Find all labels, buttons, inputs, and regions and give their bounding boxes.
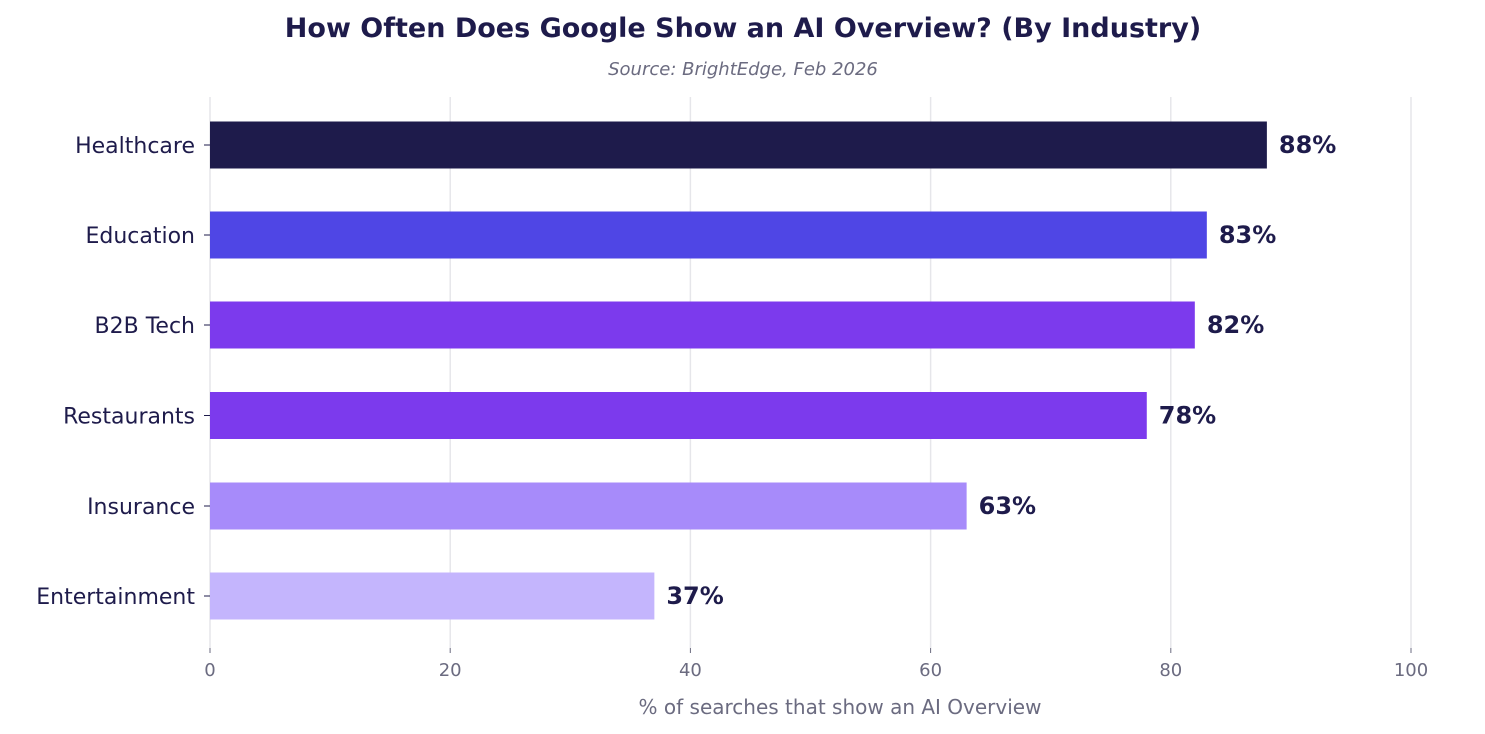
data-label: 37% bbox=[666, 582, 723, 610]
chart-subtitle: Source: BrightEdge, Feb 2026 bbox=[608, 59, 878, 80]
x-tick-label: 100 bbox=[1394, 660, 1428, 681]
data-label: 83% bbox=[1219, 221, 1276, 249]
x-tick-label: 0 bbox=[204, 660, 215, 681]
bar-group: Restaurants 78% bbox=[63, 392, 1216, 439]
category-label: Entertainment bbox=[36, 585, 195, 610]
x-tick-label: 60 bbox=[919, 660, 942, 681]
category-label: Insurance bbox=[87, 495, 195, 520]
category-label: Education bbox=[85, 224, 195, 249]
x-tick-label: 20 bbox=[439, 660, 462, 681]
bar bbox=[210, 392, 1147, 439]
bar-group: Insurance 63% bbox=[87, 482, 1036, 530]
bar bbox=[210, 211, 1207, 259]
bar bbox=[210, 572, 655, 620]
data-label: 88% bbox=[1279, 131, 1336, 159]
category-label: Restaurants bbox=[63, 405, 195, 430]
bar bbox=[210, 121, 1267, 169]
bar-group: Entertainment 37% bbox=[36, 572, 724, 620]
data-label: 82% bbox=[1207, 311, 1264, 339]
category-label: Healthcare bbox=[75, 134, 195, 159]
data-label: 78% bbox=[1159, 402, 1216, 430]
bar-group: B2B Tech 82% bbox=[95, 301, 1264, 349]
bar bbox=[210, 301, 1195, 349]
x-tick-label: 80 bbox=[1159, 660, 1182, 681]
x-tick-label: 40 bbox=[679, 660, 702, 681]
bar-group: Healthcare 88% bbox=[75, 121, 1336, 169]
category-label: B2B Tech bbox=[95, 314, 195, 339]
x-axis-label: % of searches that show an AI Overview bbox=[639, 695, 1042, 719]
bar bbox=[210, 482, 967, 530]
chart-title: How Often Does Google Show an AI Overvie… bbox=[285, 13, 1201, 44]
bar-group: Education 83% bbox=[85, 211, 1276, 259]
data-label: 63% bbox=[979, 492, 1036, 520]
